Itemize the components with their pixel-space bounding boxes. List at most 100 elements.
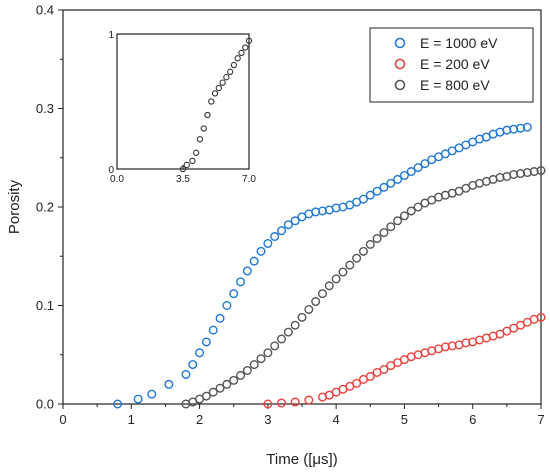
data-point (413, 163, 423, 173)
inset-frame (116, 33, 250, 170)
data-point (263, 238, 273, 248)
legend-marker (394, 79, 406, 91)
data-point (358, 246, 368, 256)
data-point (393, 174, 403, 184)
inset-series-0 (179, 37, 253, 173)
data-point (406, 167, 416, 177)
data-point (393, 216, 403, 226)
data-point (208, 325, 218, 335)
data-point (208, 387, 218, 397)
data-point (304, 395, 314, 405)
y-tick-label: 0.3 (36, 101, 54, 116)
inset-data-point (230, 61, 238, 69)
data-point (379, 182, 389, 192)
x-tick-label: 2 (196, 412, 203, 427)
legend-label: E = 800 eV (420, 77, 490, 93)
inset-data-point (200, 125, 207, 132)
data-point (242, 366, 252, 376)
main-plot: 0 1 2 3 4 5 6 7 0.0 0.1 0.2 0.3 0.4 Time ([μs]) Porosi… (6, 3, 546, 468)
inset-data-point (193, 149, 200, 156)
data-point (113, 399, 123, 409)
inset-data-point (208, 98, 215, 105)
data-point (277, 226, 287, 236)
data-point (345, 260, 355, 270)
inset-y-tick-label: 1 (108, 30, 114, 41)
data-point (222, 301, 232, 311)
x-axis-title: Time ([μs]) (266, 451, 337, 468)
inset-data-point (234, 55, 241, 62)
data-point (386, 178, 396, 188)
y-tick-label: 0.2 (36, 200, 54, 215)
data-point (277, 334, 287, 344)
data-point (249, 360, 259, 370)
data-point (283, 327, 293, 337)
x-tick-label: 7 (537, 412, 544, 427)
data-point (536, 312, 546, 322)
series-2 (181, 166, 546, 409)
y-axis-title: Porosity (6, 179, 23, 234)
data-point (215, 383, 225, 393)
data-point (195, 348, 205, 358)
data-point (236, 277, 246, 287)
data-point (372, 186, 382, 196)
data-point (399, 211, 409, 221)
data-point (365, 239, 375, 249)
inset-data-point (189, 157, 196, 165)
data-point (249, 256, 259, 266)
inset-data-point (179, 165, 187, 173)
inset-plot: 0.0 3.5 7.0 0 1 (108, 30, 256, 185)
data-point (352, 253, 362, 263)
data-point (222, 379, 232, 389)
data-point (358, 194, 368, 204)
inset-data-point (245, 37, 253, 44)
x-tick-label: 6 (469, 412, 476, 427)
y-tick-label: 0.1 (36, 298, 54, 313)
inset-data-point (204, 111, 211, 119)
data-point (420, 159, 430, 169)
data-point (406, 206, 416, 216)
series-1 (263, 312, 546, 409)
data-point (304, 304, 314, 314)
data-point (413, 202, 423, 212)
data-point (201, 337, 211, 347)
inset-data-point (219, 79, 226, 86)
data-point (270, 232, 280, 242)
y-tick-label: 0.4 (36, 3, 54, 18)
data-point (256, 246, 266, 256)
inset-data-point (226, 68, 234, 75)
inset-data-point (223, 74, 230, 81)
data-point (379, 228, 389, 238)
inset-data-point (238, 49, 245, 57)
data-point (229, 375, 239, 385)
data-point (164, 379, 174, 389)
inset-x-tick-label: 3.5 (176, 174, 190, 185)
legend-marker (394, 37, 406, 49)
data-point (331, 274, 341, 284)
data-point (399, 170, 409, 180)
x-tick-label: 3 (264, 412, 271, 427)
data-point (297, 312, 307, 322)
legend-marker (394, 58, 406, 70)
data-point (536, 166, 546, 176)
x-tick-label: 4 (333, 412, 340, 427)
data-point (242, 266, 252, 276)
x-tick-label: 5 (401, 412, 408, 427)
data-point (338, 267, 348, 277)
data-point (290, 320, 300, 330)
data-point (188, 360, 198, 370)
inset-x-tick-label: 0.0 (110, 174, 124, 185)
data-point (386, 222, 396, 232)
data-point (365, 371, 375, 381)
data-point (352, 378, 362, 388)
data-point (522, 122, 532, 132)
data-point (283, 220, 293, 230)
data-point (263, 348, 273, 358)
inset-data-point (183, 161, 190, 169)
inset-data-point (196, 136, 204, 143)
data-point (236, 370, 246, 380)
inset-data-point (215, 84, 222, 92)
legend: E = 1000 eV E = 200 eV E = 800 eV (369, 27, 534, 103)
data-point (372, 234, 382, 244)
legend-label: E = 200 eV (420, 56, 490, 72)
legend-label: E = 1000 eV (420, 35, 498, 51)
